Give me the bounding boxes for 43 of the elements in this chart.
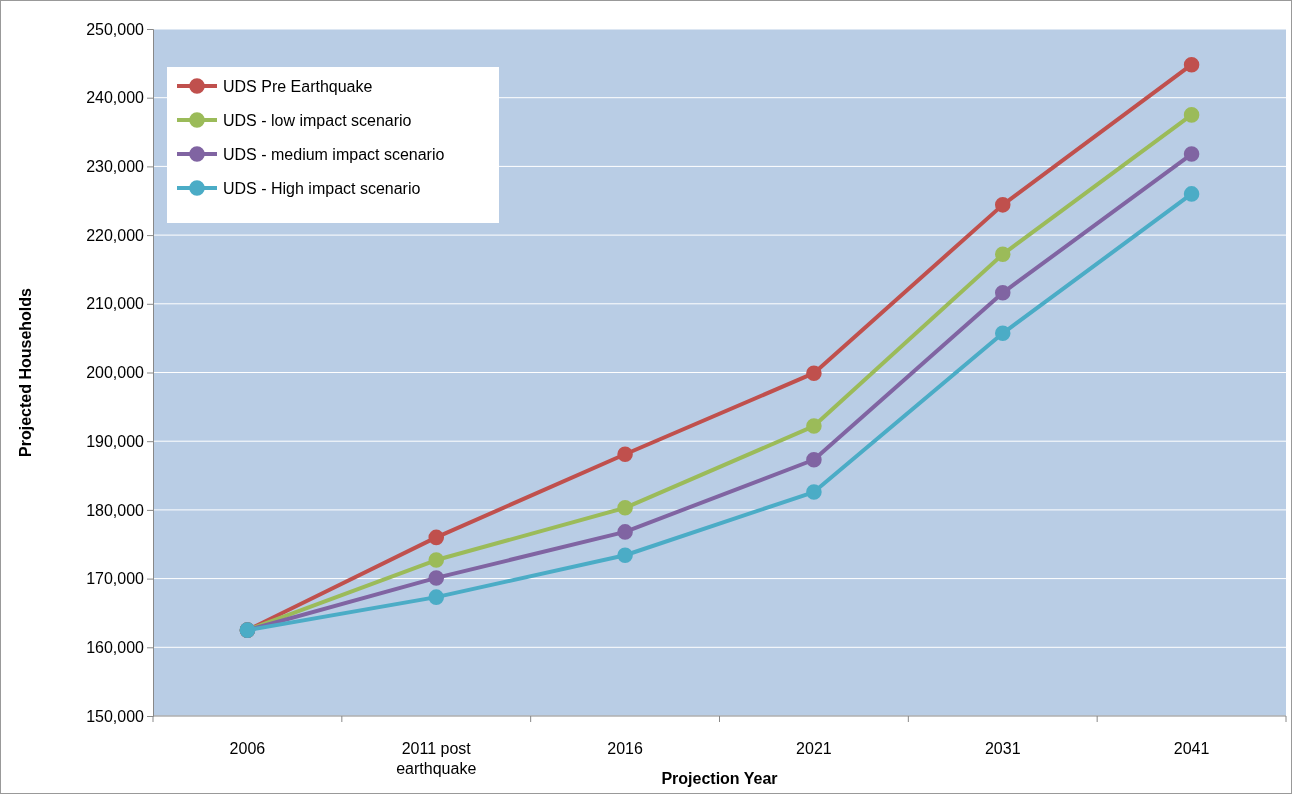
legend-label: UDS - medium impact scenario <box>223 146 445 163</box>
point <box>994 197 1011 213</box>
point <box>1183 186 1200 202</box>
point <box>617 524 633 540</box>
point <box>1183 146 1200 162</box>
x-tick-label: 2031 <box>984 740 1021 757</box>
y-tick-label: 240,000 <box>86 89 145 107</box>
point <box>1183 56 1200 73</box>
x-axis-title: Projection Year <box>661 770 778 787</box>
y-tick-label: 190,000 <box>86 432 145 450</box>
x-tick-label: 2021 <box>796 740 832 757</box>
y-axis-title: Projected Households <box>17 287 34 457</box>
point <box>428 589 445 605</box>
x-tick-label: 2011 post earthquake <box>396 740 477 777</box>
point <box>806 451 822 468</box>
y-tick-label: 170,000 <box>86 570 145 588</box>
legend-label: UDS Pre Earthquake <box>223 78 373 95</box>
point <box>428 529 445 546</box>
point <box>994 285 1011 301</box>
point <box>428 552 445 568</box>
point <box>994 246 1011 263</box>
y-tick-label: 180,000 <box>86 501 145 519</box>
y-tick-label: 160,000 <box>86 638 145 656</box>
x-tick-label: 2041 <box>1173 740 1210 757</box>
y-tick-label: 200,000 <box>86 364 145 382</box>
legend-label: UDS - low impact scenario <box>223 112 412 129</box>
point <box>428 570 445 586</box>
point <box>806 365 822 381</box>
point <box>1183 107 1200 123</box>
y-tick-label: 220,000 <box>86 226 145 244</box>
legend-label: UDS - High impact scenario <box>223 180 421 197</box>
x-tick-label: 2016 <box>607 740 643 757</box>
point <box>994 325 1011 342</box>
y-tick-label: 250,000 <box>86 20 145 38</box>
x-tick-label: 2006 <box>229 740 266 757</box>
y-tick-label: 150,000 <box>86 707 145 725</box>
point <box>806 418 822 434</box>
y-tick-label: 210,000 <box>86 295 145 313</box>
point <box>617 547 633 563</box>
point <box>617 446 633 463</box>
point <box>617 500 633 516</box>
y-tick-label: 230,000 <box>86 158 145 176</box>
point <box>806 484 822 500</box>
